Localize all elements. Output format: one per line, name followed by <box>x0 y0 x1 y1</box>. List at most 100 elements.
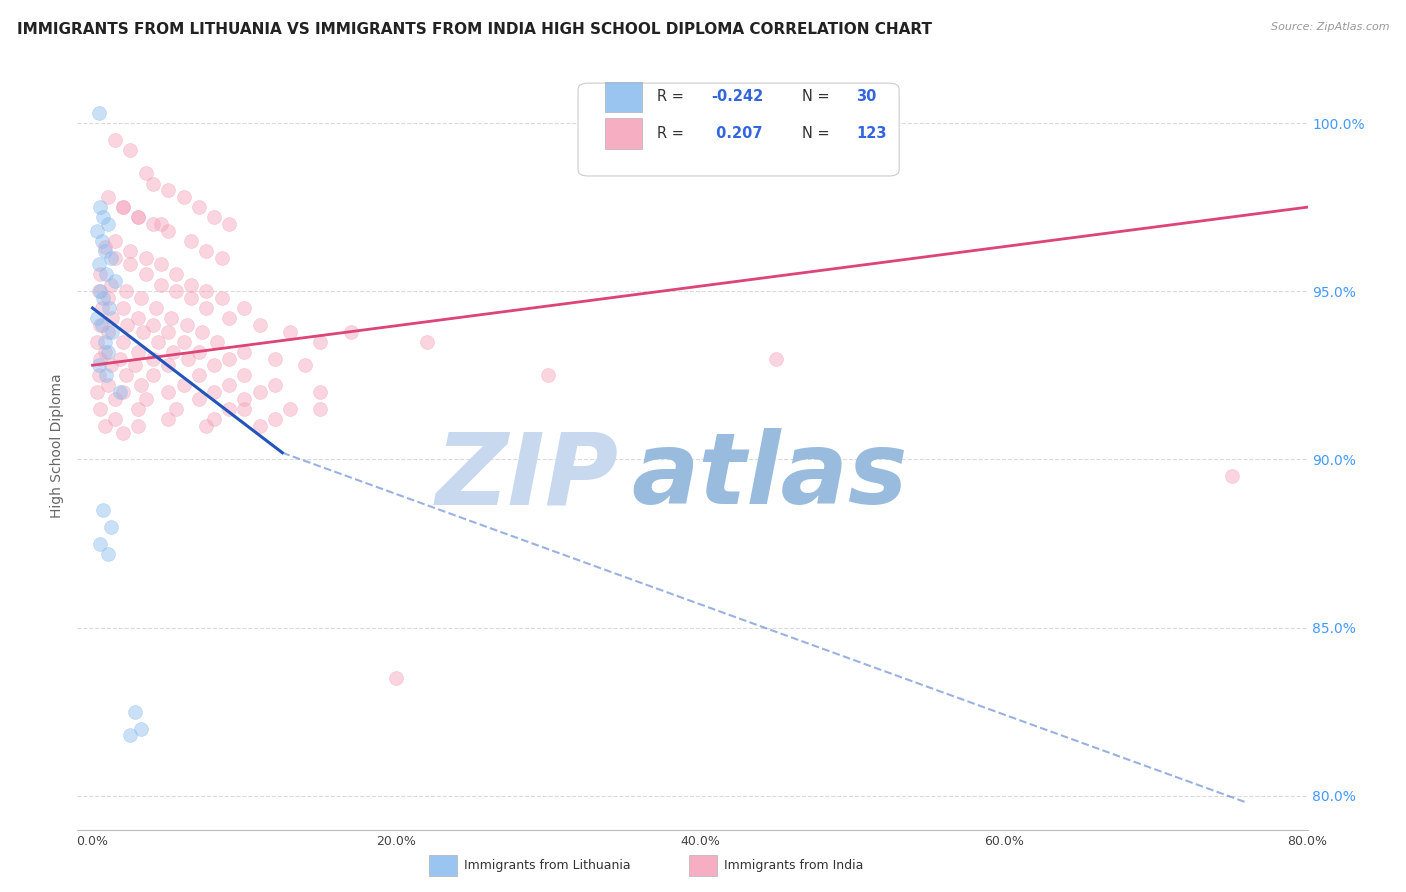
Point <box>415 334 437 349</box>
Point <box>278 325 301 339</box>
Point <box>89 200 111 214</box>
Point <box>120 143 142 157</box>
Point <box>91 291 114 305</box>
Point <box>115 284 138 298</box>
Point <box>104 392 127 406</box>
Point <box>249 418 271 433</box>
Text: R =: R = <box>657 89 689 104</box>
Point <box>89 318 111 332</box>
Point <box>104 274 127 288</box>
Point <box>187 344 209 359</box>
Point <box>157 358 180 372</box>
Point <box>89 268 111 282</box>
Point <box>96 368 118 383</box>
Point <box>87 257 110 271</box>
Point <box>162 344 184 359</box>
Point <box>309 334 332 349</box>
Point <box>97 190 120 204</box>
Point <box>218 311 240 326</box>
Point <box>211 251 233 265</box>
Point <box>195 418 218 433</box>
Point <box>101 311 124 326</box>
Point <box>111 200 134 214</box>
Text: IMMIGRANTS FROM LITHUANIA VS IMMIGRANTS FROM INDIA HIGH SCHOOL DIPLOMA CORRELATI: IMMIGRANTS FROM LITHUANIA VS IMMIGRANTS … <box>17 22 932 37</box>
Point <box>100 277 122 292</box>
Point <box>129 378 152 392</box>
Point <box>93 418 115 433</box>
Point <box>90 301 112 315</box>
Point <box>93 344 115 359</box>
Point <box>124 358 146 372</box>
Point <box>142 217 165 231</box>
Point <box>127 418 149 433</box>
Point <box>93 240 115 254</box>
Point <box>120 728 142 742</box>
Point <box>211 291 233 305</box>
Point <box>218 217 240 231</box>
Point <box>120 244 142 258</box>
Point <box>205 334 228 349</box>
Text: 30: 30 <box>856 89 876 104</box>
Point <box>187 200 209 214</box>
Point <box>91 503 114 517</box>
Point <box>263 378 285 392</box>
Point <box>135 166 157 180</box>
Point <box>104 251 127 265</box>
Text: R =: R = <box>657 127 689 141</box>
Point <box>101 325 124 339</box>
Point <box>86 334 108 349</box>
Point <box>115 368 138 383</box>
Point <box>117 318 139 332</box>
Point <box>87 106 110 120</box>
Point <box>135 392 157 406</box>
Point <box>187 392 209 406</box>
Point <box>97 217 120 231</box>
Point <box>195 244 218 258</box>
Point <box>180 277 202 292</box>
Point <box>97 378 120 392</box>
Point <box>173 378 195 392</box>
Point <box>249 318 271 332</box>
Point <box>135 251 157 265</box>
Point <box>173 334 195 349</box>
Point <box>104 412 127 426</box>
Point <box>145 301 167 315</box>
Point <box>142 318 165 332</box>
Y-axis label: High School Diploma: High School Diploma <box>51 374 65 518</box>
Point <box>149 277 172 292</box>
Point <box>157 385 180 400</box>
Text: Source: ZipAtlas.com: Source: ZipAtlas.com <box>1271 22 1389 32</box>
Text: N =: N = <box>801 89 834 104</box>
Point <box>127 344 149 359</box>
Point <box>104 133 127 147</box>
Point <box>97 547 120 561</box>
Text: N =: N = <box>801 127 834 141</box>
Point <box>309 385 332 400</box>
Point <box>202 412 225 426</box>
Point <box>111 301 134 315</box>
Point <box>202 385 225 400</box>
Point <box>218 378 240 392</box>
Point <box>89 284 111 298</box>
Point <box>146 334 169 349</box>
Text: -0.242: -0.242 <box>711 89 763 104</box>
Point <box>195 284 218 298</box>
Point <box>202 211 225 225</box>
Point <box>100 251 122 265</box>
Point <box>233 392 256 406</box>
Point <box>309 402 332 417</box>
Point <box>263 351 285 366</box>
Point <box>195 301 218 315</box>
Point <box>191 325 214 339</box>
Text: ZIP: ZIP <box>436 428 619 525</box>
Point <box>180 291 202 305</box>
Point <box>263 412 285 426</box>
Point <box>157 183 180 197</box>
Point <box>180 234 202 248</box>
Point <box>86 385 108 400</box>
Point <box>89 351 111 366</box>
Point <box>1220 469 1243 483</box>
Point <box>173 190 195 204</box>
Point <box>96 268 118 282</box>
Point <box>97 291 120 305</box>
